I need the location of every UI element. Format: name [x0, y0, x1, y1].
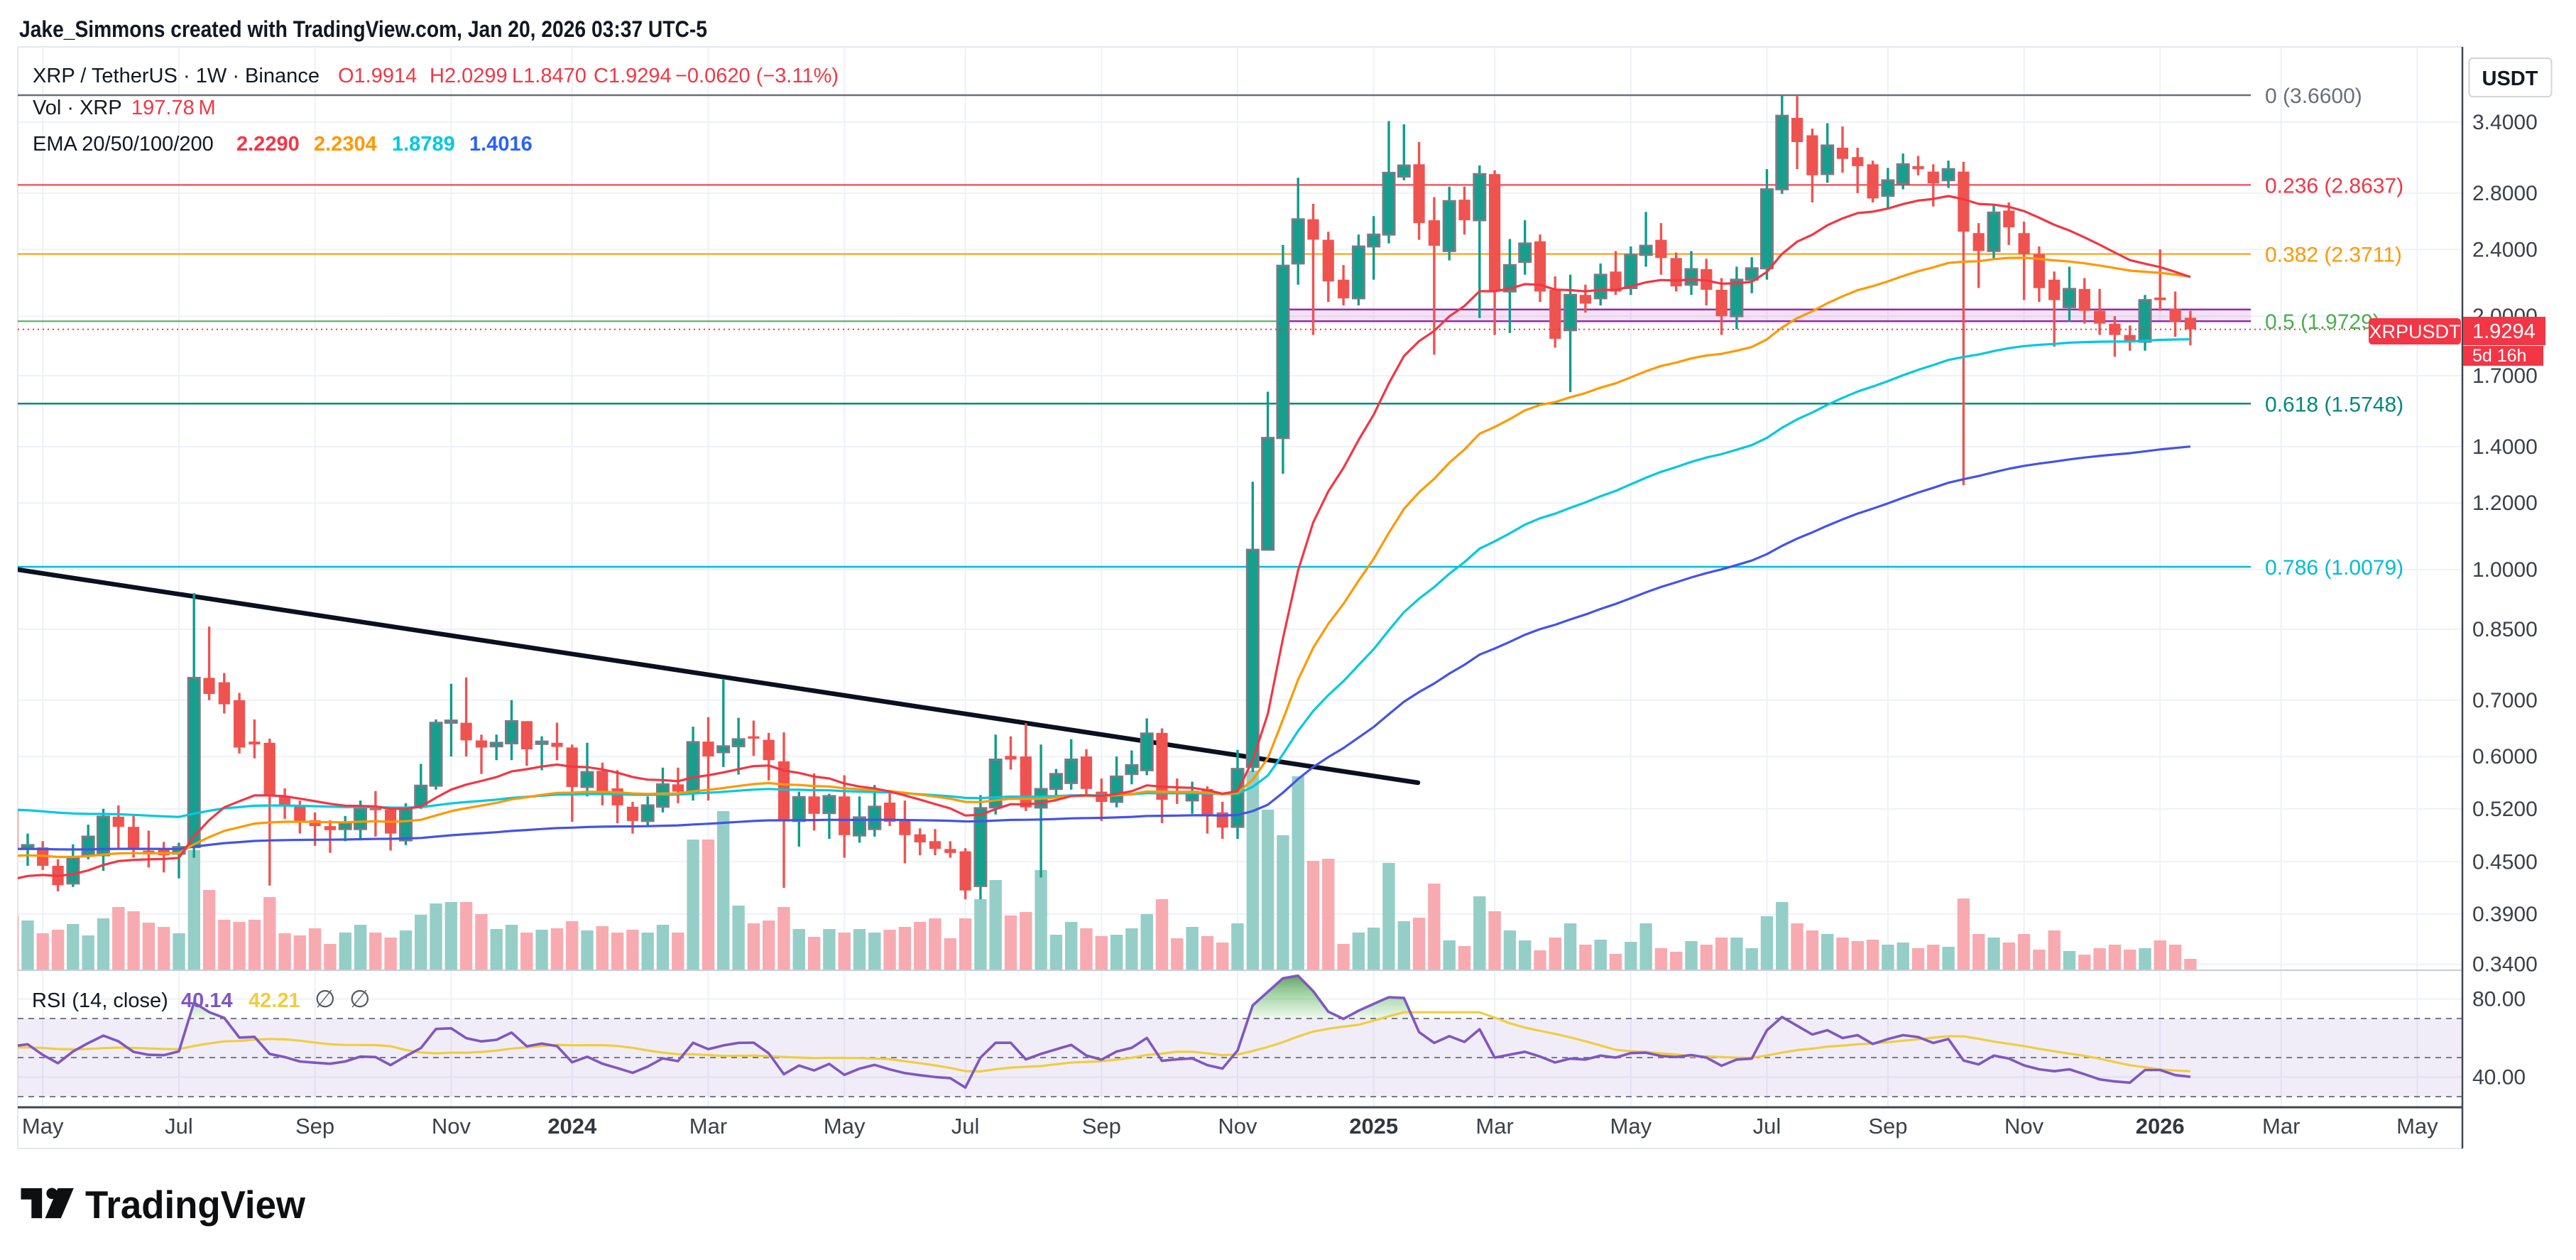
svg-text:L1.8470: L1.8470 [512, 65, 586, 87]
svg-text:0.7000: 0.7000 [2472, 689, 2538, 712]
svg-text:Jul: Jul [951, 1114, 980, 1139]
svg-text:0.786 (1.0079): 0.786 (1.0079) [2265, 556, 2403, 580]
svg-text:Jul: Jul [1753, 1114, 1781, 1139]
svg-text:Jul: Jul [165, 1114, 193, 1139]
svg-text:0.3400: 0.3400 [2472, 953, 2538, 977]
svg-text:0.6000: 0.6000 [2472, 745, 2538, 769]
svg-text:TradingView: TradingView [85, 1183, 305, 1227]
svg-text:80.00: 80.00 [2472, 988, 2526, 1011]
svg-text:Vol · XRP: Vol · XRP [33, 97, 122, 119]
svg-text:O1.9914: O1.9914 [338, 65, 417, 87]
svg-text:1.2000: 1.2000 [2472, 491, 2538, 515]
svg-text:Mar: Mar [1475, 1114, 1513, 1139]
svg-text:5d 16h: 5d 16h [2472, 346, 2526, 366]
svg-text:1.0000: 1.0000 [2472, 558, 2538, 582]
svg-text:H2.0299: H2.0299 [430, 65, 508, 87]
svg-text:Sep: Sep [1082, 1114, 1121, 1139]
svg-text:May: May [1610, 1114, 1652, 1139]
svg-text:0.618 (1.5748): 0.618 (1.5748) [2265, 393, 2403, 416]
svg-text:Sep: Sep [295, 1114, 334, 1139]
svg-text:RSI (14, close): RSI (14, close) [32, 989, 168, 1012]
svg-text:C1.9294: C1.9294 [594, 65, 672, 87]
svg-text:May: May [2396, 1114, 2438, 1139]
svg-text:USDT: USDT [2482, 67, 2538, 90]
svg-text:2.4000: 2.4000 [2472, 238, 2538, 261]
svg-text:Nov: Nov [2004, 1114, 2044, 1139]
svg-text:3.4000: 3.4000 [2472, 111, 2538, 134]
svg-text:0 (3.6600): 0 (3.6600) [2265, 85, 2362, 108]
svg-text:2026: 2026 [2136, 1114, 2185, 1139]
svg-text:EMA 20/50/100/200: EMA 20/50/100/200 [33, 133, 214, 156]
svg-text:Nov: Nov [432, 1114, 471, 1139]
svg-text:XRPUSDT: XRPUSDT [2369, 321, 2460, 342]
svg-text:0.5200: 0.5200 [2472, 798, 2538, 821]
svg-text:∅: ∅ [349, 986, 371, 1013]
svg-text:42.21: 42.21 [249, 989, 300, 1012]
svg-text:0.4500: 0.4500 [2472, 850, 2538, 874]
svg-text:Mar: Mar [689, 1114, 727, 1139]
svg-text:0.5 (1.9729): 0.5 (1.9729) [2265, 310, 2380, 334]
svg-text:0.382 (2.3711): 0.382 (2.3711) [2265, 244, 2402, 267]
svg-text:2.8000: 2.8000 [2472, 182, 2538, 205]
svg-text:0.236 (2.8637): 0.236 (2.8637) [2265, 174, 2403, 197]
svg-text:XRP / TetherUS · 1W · Binance: XRP / TetherUS · 1W · Binance [33, 65, 320, 87]
svg-text:40.14: 40.14 [181, 989, 233, 1012]
svg-text:40.00: 40.00 [2472, 1066, 2526, 1090]
svg-text:1.7000: 1.7000 [2472, 364, 2538, 388]
svg-text:May: May [22, 1114, 64, 1139]
svg-text:2025: 2025 [1349, 1114, 1398, 1139]
svg-text:197.78 M: 197.78 M [131, 97, 216, 119]
svg-text:0.8500: 0.8500 [2472, 618, 2538, 641]
svg-text:Nov: Nov [1218, 1114, 1257, 1139]
svg-text:May: May [824, 1114, 866, 1139]
svg-text:1.9294: 1.9294 [2472, 320, 2536, 343]
svg-text:Mar: Mar [2262, 1114, 2300, 1139]
svg-text:2.2304: 2.2304 [314, 133, 377, 156]
svg-text:1.8789: 1.8789 [392, 133, 455, 156]
svg-text:1.4000: 1.4000 [2472, 435, 2538, 459]
svg-text:0.3900: 0.3900 [2472, 903, 2538, 926]
svg-text:Sep: Sep [1868, 1114, 1907, 1139]
svg-text:2024: 2024 [547, 1114, 597, 1139]
svg-text:1.4016: 1.4016 [469, 133, 533, 156]
svg-text:Jake_Simmons created with Trad: Jake_Simmons created with TradingView.co… [19, 16, 707, 42]
svg-text:∅: ∅ [315, 986, 336, 1013]
svg-text:−0.0620 (−3.11%): −0.0620 (−3.11%) [675, 65, 839, 87]
svg-text:2.2290: 2.2290 [236, 133, 300, 156]
